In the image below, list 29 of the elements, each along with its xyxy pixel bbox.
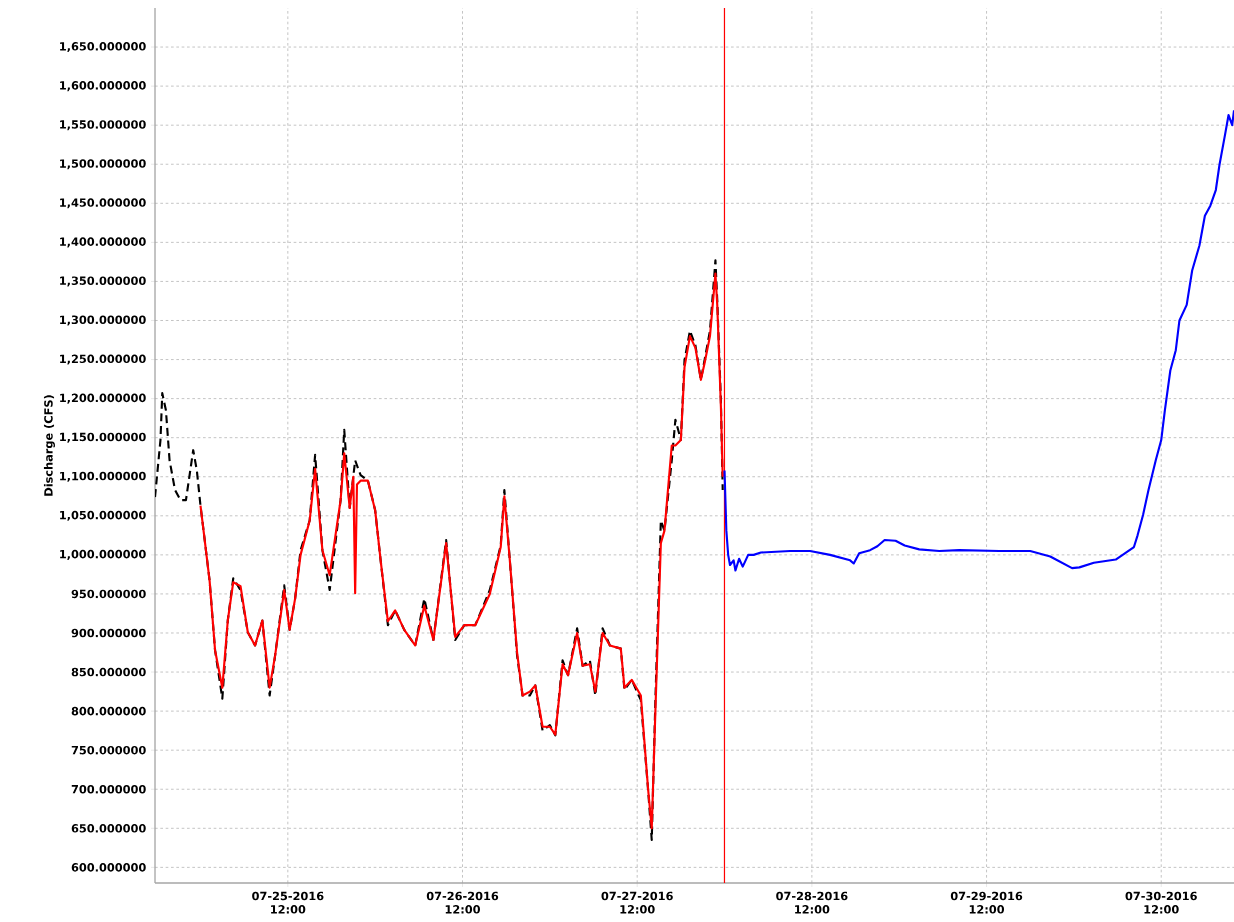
y-tick-label: 900.000000 <box>71 628 146 638</box>
x-tick-label: 07-27-2016 12:00 <box>601 891 673 914</box>
y-tick-label: 850.000000 <box>71 667 146 677</box>
y-tick-label: 1,400.000000 <box>60 237 146 248</box>
y-tick-label: 750.000000 <box>71 745 146 755</box>
y-tick-label: 700.000000 <box>71 784 146 794</box>
x-tick-label: 07-29-2016 12:00 <box>950 891 1023 914</box>
y-tick-label: 650.000000 <box>71 824 146 833</box>
y-tick-label: 1,650.000000 <box>60 42 146 53</box>
y-tick-label: 800.000000 <box>71 706 146 716</box>
y-tick-label: 1,350.000000 <box>60 276 146 287</box>
y-tick-label: 1,200.000000 <box>60 393 146 404</box>
y-tick-label: 600.000000 <box>71 863 146 872</box>
y-tick-label: 1,150.000000 <box>60 432 146 443</box>
y-tick-label: 1,500.000000 <box>60 159 146 170</box>
y-tick-label: 1,250.000000 <box>60 354 146 365</box>
y-tick-label: 1,000.000000 <box>60 549 146 560</box>
y-tick-label: 1,550.000000 <box>60 120 146 131</box>
y-tick-label: 1,600.000000 <box>60 81 146 92</box>
y-tick-label: 950.000000 <box>71 589 146 599</box>
y-tick-label: 1,300.000000 <box>60 315 146 326</box>
x-tick-label: 07-25-2016 12:00 <box>252 891 324 914</box>
y-tick-label: 1,100.000000 <box>60 471 146 482</box>
x-tick-label: 07-30-2016 12:00 <box>1125 891 1197 914</box>
y-axis-title: Discharge (CFS) <box>43 395 55 496</box>
x-tick-label: 07-28-2016 12:00 <box>776 891 848 914</box>
y-tick-label: 1,050.000000 <box>60 510 146 521</box>
x-tick-label: 07-26-2016 12:00 <box>426 891 499 914</box>
y-tick-label: 1,450.000000 <box>60 198 146 209</box>
